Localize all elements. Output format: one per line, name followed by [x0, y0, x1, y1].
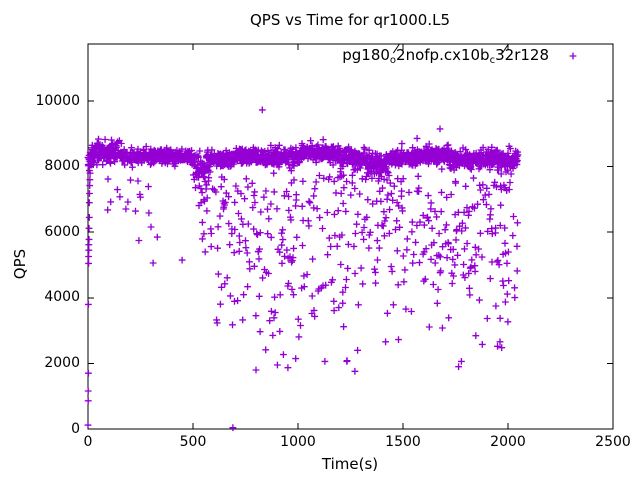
chart-title: QPS vs Time for qr1000.L5 [249, 11, 451, 29]
y-tick-label: 6000 [44, 223, 80, 240]
legend-label-part: 2 [504, 46, 515, 64]
y-tick-label: 10000 [35, 92, 80, 109]
x-axis-label: Time(s) [321, 455, 379, 473]
data-points [84, 106, 522, 432]
x-tick-label: 0 [83, 434, 93, 450]
y-axis-label: QPS [11, 248, 29, 280]
y-tick-label: 4000 [44, 289, 80, 306]
y-tick-label: 0 [71, 420, 80, 437]
x-tick-label: 1000 [280, 434, 316, 450]
legend-label-part: pg180 [342, 46, 390, 64]
legend-marker-icon [569, 52, 577, 60]
y-tick-label: 2000 [44, 354, 80, 371]
plot-border [87, 43, 614, 430]
legend-label: pg180o2nofp.cx10bc32r128 [342, 46, 549, 70]
legend-label-part: 2 [396, 46, 406, 64]
x-tick-label: 1500 [385, 434, 421, 450]
x-tick-label: 2500 [595, 434, 631, 450]
y-tick-label: 8000 [44, 158, 80, 175]
legend-label-part: 3 [495, 46, 505, 64]
x-tick-label: 500 [179, 434, 207, 450]
x-tick-label: 2000 [490, 434, 526, 450]
legend-label-part: nofp.cx10b [405, 46, 490, 64]
axis-ticks [87, 44, 614, 430]
legend-label-part: c [489, 55, 496, 66]
legend-label-part: r128 [514, 46, 549, 64]
legend-label-part: o [389, 55, 397, 66]
